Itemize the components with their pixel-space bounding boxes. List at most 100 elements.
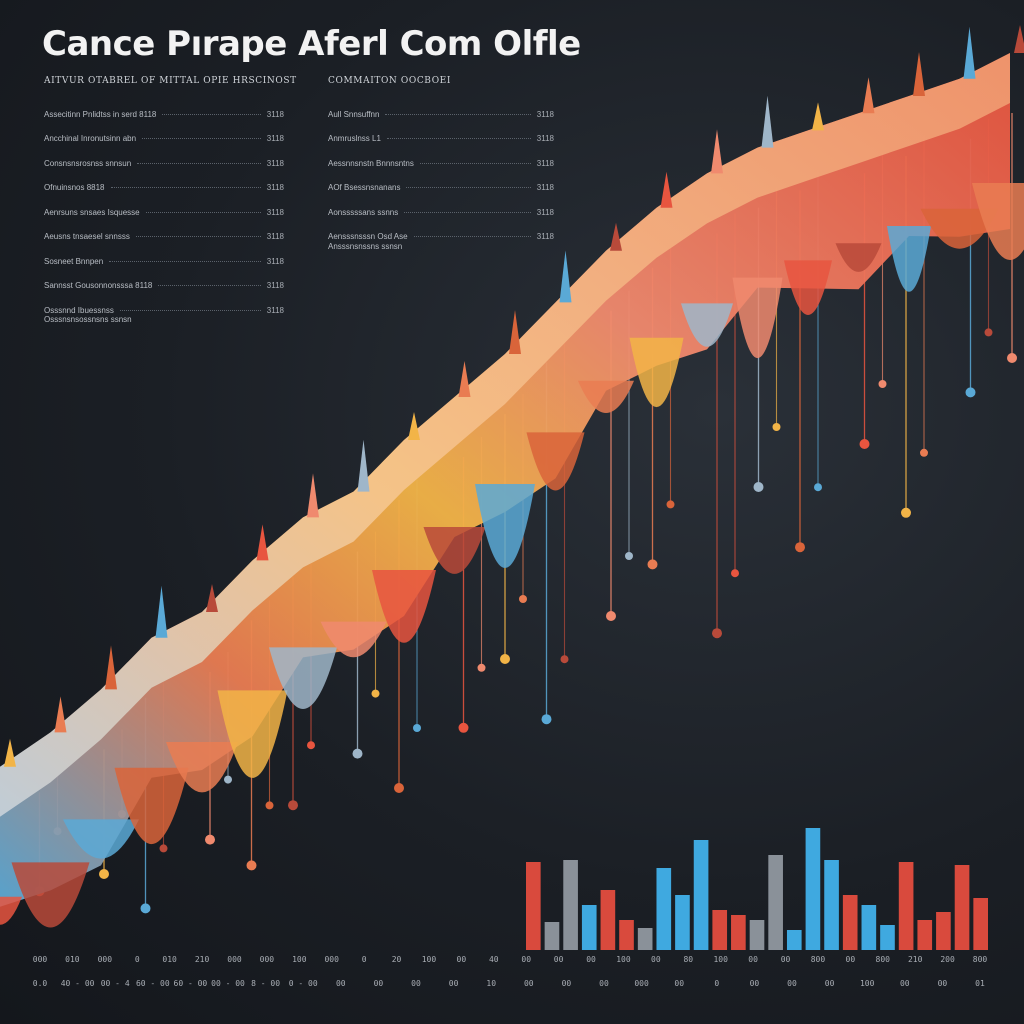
legend-left-row-label: Sannsst Gousonnonsssa 8118 (44, 281, 153, 291)
x-tick-label: 000 (33, 955, 48, 964)
x-tick-label: 00 (750, 979, 760, 988)
drop-point (519, 595, 527, 603)
legend-right-row: Aull Snnsuffnn 3118 (328, 102, 554, 127)
x-tick-label: 100 (422, 955, 437, 964)
x-tick-label: 00 (787, 979, 797, 988)
x-tick-label: 00 (900, 979, 910, 988)
legend-right-row-value: 3118 (536, 207, 554, 217)
legend-left-heading: AITVUR OTABREL OF MITTAL OPIE HRSCINOST (44, 76, 297, 86)
legend-left-row: Aeusns tnsaesel snnsss 3118 (44, 225, 284, 250)
x-tick-label: 20 (392, 955, 402, 964)
drop-point (984, 328, 993, 337)
drop-point (500, 654, 510, 664)
drop-point (99, 869, 109, 879)
bar (581, 905, 597, 950)
legend-right-row-value: 3118 (536, 158, 554, 168)
drop-point (288, 800, 298, 811)
legend-left-row-value: 3118 (266, 109, 284, 119)
legend-right-row-label: AOf Bsessnsnanans (328, 183, 401, 193)
legend-left-row-leader (162, 113, 261, 115)
legend-left-row-label: Sosneet Bnnpen (44, 256, 104, 266)
legend-left-rows: Assecitinn Pnlidtss in serd 8118 3118 Ancc… (44, 102, 284, 323)
x-tick-label: 00 (336, 979, 346, 988)
bar (731, 915, 746, 950)
ribbon-spike (357, 439, 370, 492)
legend-right-row: AOf Bsessnsnanans 3118 (328, 176, 554, 201)
legend-left-row-label: Assecitinn Pnlidtss in serd 8118 (44, 109, 157, 119)
ribbon-spike (509, 310, 521, 354)
x-tick-label: 0 (135, 955, 140, 964)
x-tick-label: 10 (486, 979, 496, 988)
legend-right-row-leader (385, 113, 531, 115)
bar (526, 862, 541, 950)
x-tick-label: 100 (292, 955, 307, 964)
x-tick-label: 000 (98, 955, 113, 964)
x-tick-label: 8 - 00 (251, 979, 280, 988)
legend-right-row-label: Aessnnsnstn Bnnnsntns (328, 158, 414, 168)
legend-left-row-value: 3118 (266, 305, 284, 315)
legend-left-footer: Osssnsnsossnsns ssnsn (44, 315, 132, 324)
legend-right-row-label: Aonsssssans ssnns (328, 207, 399, 217)
legend-right-row-leader (419, 162, 531, 164)
drop-point (878, 380, 887, 388)
chart-title: Cance Pırape Aferl Com Olfle (42, 24, 581, 64)
legend-left-row: Osssnnd Ibuessnss 3118 (44, 298, 284, 323)
legend-left-row: Aenrsuns snsaes Isquesse 3118 (44, 200, 284, 225)
x-tick-label: 100 (616, 955, 631, 964)
ribbon-drip (732, 277, 783, 359)
x-tick-label: 00 (554, 955, 564, 964)
drop-point (205, 834, 215, 845)
legend-left-row-value: 3118 (266, 207, 284, 217)
drop-point (246, 860, 257, 871)
x-tick-label: 010 (162, 955, 177, 964)
drop-point (666, 500, 675, 509)
legend-left-row: Assecitinn Pnlidtss in serd 8118 3118 (44, 102, 284, 127)
x-tick-label: 000 (634, 979, 649, 988)
ribbon-spike (408, 412, 420, 440)
ribbon-spike (862, 77, 875, 114)
x-tick-label: 000 (260, 955, 275, 964)
bar (619, 920, 634, 950)
bar (712, 910, 728, 950)
bar (936, 912, 951, 950)
ribbon-spike (660, 171, 673, 208)
ribbon-drip (217, 690, 288, 778)
ribbon-drip (11, 862, 90, 928)
drop-point (712, 628, 722, 639)
ribbon-drip (578, 380, 634, 413)
legend-left-row: Consnsnsrosnss snnsun 3118 (44, 151, 284, 176)
legend-left-row-value: 3118 (266, 281, 284, 291)
x-tick-label: 00 (411, 979, 421, 988)
x-tick-label: 200 (940, 955, 955, 964)
bar (898, 862, 914, 950)
x-tick-label: 00 (781, 955, 791, 964)
ribbon-drip (114, 767, 189, 845)
legend-left-row: Sannsst Gousonnonsssa 8118 3118 (44, 274, 284, 299)
drop-point (772, 423, 781, 431)
ribbon-spike (155, 585, 168, 638)
x-tick-label: 00 (449, 979, 459, 988)
x-tick-label: 60 - 00 (136, 979, 170, 988)
legend-right-rows: Aull Snnsuffnn 3118 Anmruslnss L1 3118 Aessn… (328, 102, 554, 249)
legend-right-row: Aensssnsssn Osd Ase 3118 (328, 225, 554, 250)
ribbon-top (0, 53, 1010, 817)
legend-right-row-leader (386, 138, 531, 140)
x-tick-label: 00 (846, 955, 856, 964)
x-tick-label: 800 (973, 955, 988, 964)
bar (600, 890, 616, 950)
x-tick-label: 010 (65, 955, 80, 964)
drop-point (541, 714, 552, 725)
ribbon-drip (372, 570, 436, 643)
legend-left-row-leader (145, 211, 261, 213)
ribbon-spike (54, 696, 67, 733)
x-tick-label: 00 (562, 979, 572, 988)
legend-right-heading: COMMAITON OOCBOEI (328, 76, 451, 86)
legend-right-row-label: Aensssnsssn Osd Ase (328, 232, 408, 242)
drop-point (371, 689, 380, 698)
legend-left-row: Ofnuinsnos 8818 3118 (44, 176, 284, 201)
drop-point (814, 483, 822, 492)
x-tick-label: 00 (457, 955, 467, 964)
ribbon-drip (423, 527, 486, 574)
x-tick-label: 00 (521, 955, 531, 964)
ribbon-drip (887, 226, 931, 292)
